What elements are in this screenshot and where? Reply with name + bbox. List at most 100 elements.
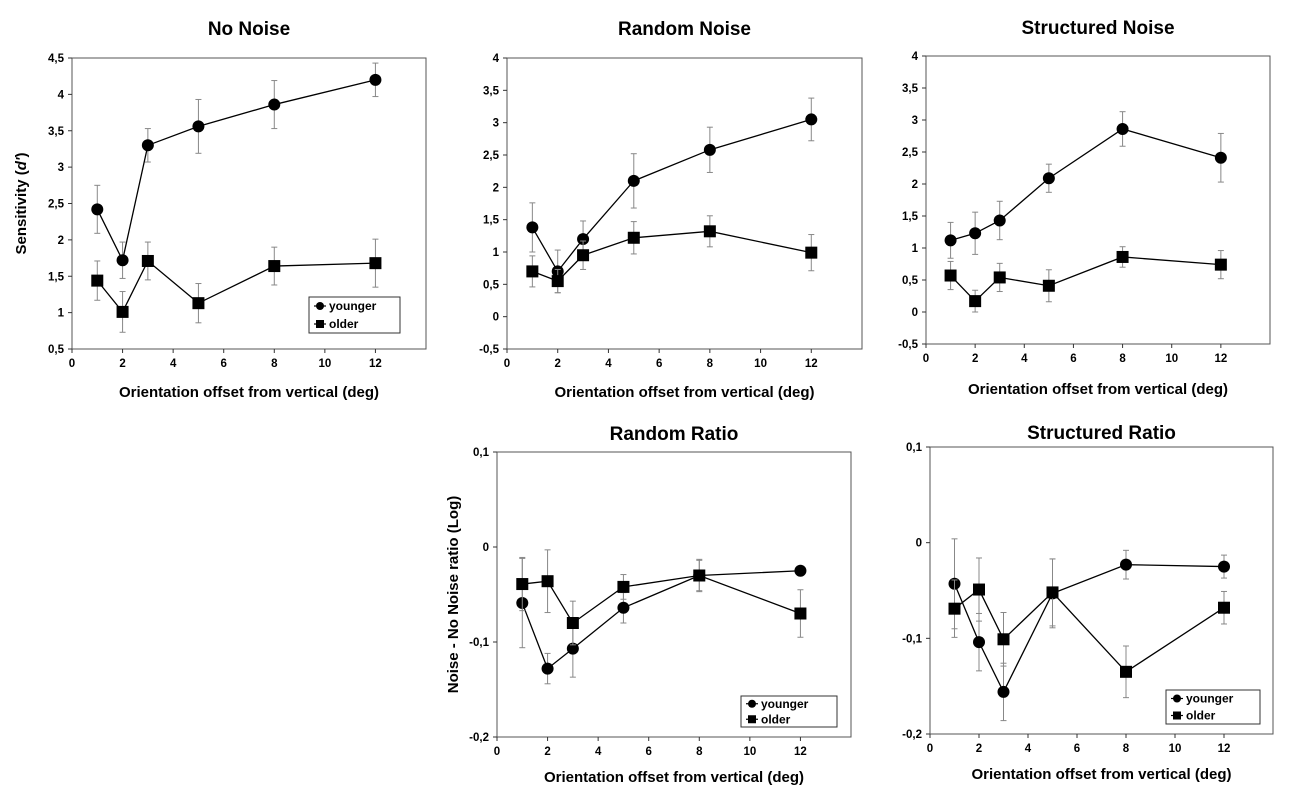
series-older <box>526 215 818 294</box>
x-tick-label: 0 <box>69 358 75 370</box>
x-tick-label: 10 <box>318 358 331 370</box>
y-tick-label: 2 <box>58 235 64 247</box>
x-tick-label: 4 <box>170 358 177 370</box>
data-point <box>1218 560 1230 573</box>
x-axis-label: Orientation offset from vertical (deg) <box>119 384 379 401</box>
legend-marker <box>1173 711 1181 720</box>
y-tick-label: -0,5 <box>898 339 918 351</box>
data-point <box>703 225 716 238</box>
legend-label: older <box>761 712 791 726</box>
data-point <box>116 305 129 318</box>
legend-box <box>308 296 401 334</box>
data-point <box>116 254 129 267</box>
y-tick-label: 0,5 <box>902 275 919 287</box>
chart-title: Structured Ratio <box>1027 423 1176 444</box>
series-line <box>532 230 812 282</box>
data-point <box>192 297 205 310</box>
data-point <box>944 234 957 247</box>
data-point <box>627 174 640 187</box>
series-line <box>531 118 812 273</box>
data-point <box>1218 601 1230 614</box>
x-tick-label: 0 <box>923 353 929 365</box>
data-point <box>577 233 590 246</box>
series-younger <box>944 111 1227 259</box>
data-point <box>693 569 706 582</box>
data-point <box>944 269 957 282</box>
data-point <box>141 254 154 267</box>
data-point <box>969 227 982 240</box>
data-point <box>805 113 818 126</box>
chart-title: No Noise <box>208 19 290 40</box>
data-point <box>541 575 554 588</box>
data-point <box>516 578 529 591</box>
legend-box <box>1165 689 1261 725</box>
y-tick-label: 2,5 <box>902 147 919 159</box>
x-tick-label: 2 <box>544 746 550 758</box>
data-point <box>1214 258 1227 271</box>
y-tick-label: 1,5 <box>902 211 919 223</box>
series-line <box>96 79 376 263</box>
y-tick-label: 1 <box>58 308 65 320</box>
y-tick-label: 2 <box>912 179 918 191</box>
y-tick-label: -0,2 <box>469 732 489 744</box>
x-tick-label: 6 <box>1070 353 1076 365</box>
y-tick-label: 4,5 <box>48 53 65 65</box>
y-tick-label: 3,5 <box>902 83 919 95</box>
y-tick-label: -0,1 <box>469 637 489 649</box>
x-tick-label: 12 <box>794 746 807 758</box>
chart-title: Structured Noise <box>1021 18 1174 39</box>
y-tick-label: 4 <box>493 53 500 65</box>
data-point <box>1214 151 1227 164</box>
legend-box <box>740 695 838 728</box>
y-tick-label: 0 <box>912 307 918 319</box>
data-point <box>794 607 807 620</box>
data-point <box>794 564 807 577</box>
data-point <box>997 633 1010 646</box>
data-point <box>627 231 640 244</box>
data-point <box>91 203 104 216</box>
y-tick-label: 4 <box>58 89 65 101</box>
x-tick-label: 6 <box>1074 743 1080 755</box>
x-tick-label: 0 <box>504 358 510 370</box>
y-axis-label: Noise - No Noise ratio (Log) <box>445 496 462 694</box>
data-point <box>541 662 554 675</box>
data-point <box>997 685 1010 698</box>
x-tick-label: 8 <box>271 358 278 370</box>
data-point <box>703 143 716 156</box>
data-point <box>805 246 818 259</box>
y-tick-label: -0,5 <box>479 344 499 356</box>
y-tick-label: 0,1 <box>906 442 923 454</box>
data-point <box>268 260 281 273</box>
data-point <box>526 221 539 234</box>
plot-frame <box>925 55 1271 345</box>
x-tick-label: 12 <box>805 358 818 370</box>
x-tick-label: 8 <box>1119 353 1126 365</box>
x-tick-label: 12 <box>369 358 382 370</box>
data-point <box>617 601 630 614</box>
y-tick-label: -0,1 <box>902 633 922 645</box>
data-point <box>566 642 579 655</box>
data-point <box>91 274 104 287</box>
series-line <box>521 570 801 670</box>
plot-frame <box>506 57 863 350</box>
x-axis-label: Orientation offset from vertical (deg) <box>544 769 804 786</box>
legend-marker <box>316 320 324 328</box>
data-point <box>1046 586 1059 599</box>
x-tick-label: 10 <box>1169 743 1182 755</box>
x-tick-label: 4 <box>605 358 612 370</box>
data-point <box>993 214 1006 227</box>
x-tick-label: 12 <box>1214 353 1227 365</box>
data-point <box>268 98 281 111</box>
chart-no-noise: No Noise 0 2 4 6 8 10 12 0,5 1 1,5 2 2,5 3 3,5 4 4,5 Orie… <box>13 19 427 401</box>
data-point <box>1120 558 1132 571</box>
data-point <box>566 617 579 629</box>
series-line <box>950 128 1222 241</box>
data-point <box>1116 250 1129 263</box>
y-tick-label: 3 <box>493 118 499 130</box>
x-tick-label: 12 <box>1218 743 1231 755</box>
y-tick-label: 1,5 <box>483 215 500 227</box>
series-younger <box>526 97 818 294</box>
